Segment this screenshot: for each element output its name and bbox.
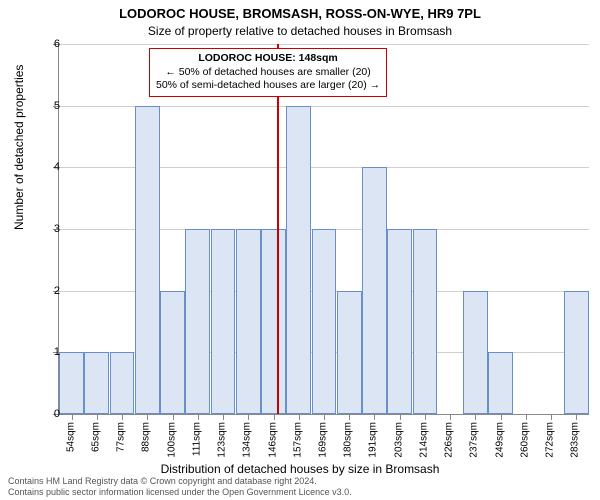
x-tick-label: 191sqm [368, 422, 379, 458]
x-tick-label: 134sqm [242, 422, 253, 458]
histogram-bar [286, 106, 311, 414]
histogram-bar [261, 229, 286, 414]
chart-subtitle: Size of property relative to detached ho… [0, 24, 600, 38]
x-tick [97, 414, 98, 420]
x-tick [147, 414, 148, 420]
footer: Contains HM Land Registry data © Crown c… [8, 476, 352, 498]
x-tick-label: 157sqm [292, 422, 303, 458]
histogram-bar [488, 352, 513, 414]
chart-title: LODOROC HOUSE, BROMSASH, ROSS-ON-WYE, HR… [0, 6, 600, 21]
x-tick-label: 237sqm [469, 422, 480, 458]
x-tick [551, 414, 552, 420]
x-tick-label: 123sqm [217, 422, 228, 458]
x-tick-label: 54sqm [65, 422, 76, 452]
x-tick [374, 414, 375, 420]
y-axis-label: Number of detached properties [12, 65, 26, 230]
annotation-line1: ← 50% of detached houses are smaller (20… [156, 66, 380, 80]
histogram-bar [387, 229, 412, 414]
x-tick-label: 226sqm [444, 422, 455, 458]
plot-area: LODOROC HOUSE: 148sqm ← 50% of detached … [58, 44, 589, 415]
x-tick [475, 414, 476, 420]
x-tick-label: 100sqm [166, 422, 177, 458]
x-tick [425, 414, 426, 420]
annotation-line2: 50% of semi-detached houses are larger (… [156, 79, 380, 93]
annotation-title: LODOROC HOUSE: 148sqm [156, 52, 380, 66]
marker-line [277, 44, 279, 414]
annotation-box: LODOROC HOUSE: 148sqm ← 50% of detached … [149, 48, 387, 97]
x-tick [450, 414, 451, 420]
x-tick-label: 169sqm [318, 422, 329, 458]
x-axis-label: Distribution of detached houses by size … [0, 462, 600, 476]
x-tick-label: 203sqm [393, 422, 404, 458]
histogram-bar [236, 229, 261, 414]
histogram-bar [312, 229, 337, 414]
x-tick [400, 414, 401, 420]
histogram-bar [59, 352, 84, 414]
x-tick [324, 414, 325, 420]
gridline [59, 44, 589, 45]
y-tick-label: 6 [54, 38, 60, 50]
x-tick [526, 414, 527, 420]
x-tick-label: 283sqm [570, 422, 581, 458]
histogram-bar [84, 352, 109, 414]
x-tick [248, 414, 249, 420]
x-tick-label: 77sqm [116, 422, 127, 452]
footer-line1: Contains HM Land Registry data © Crown c… [8, 476, 352, 487]
histogram-bar [463, 291, 488, 414]
y-tick-label: 4 [54, 161, 60, 173]
y-tick-label: 2 [54, 285, 60, 297]
x-tick [299, 414, 300, 420]
y-tick-label: 5 [54, 100, 60, 112]
x-tick-label: 88sqm [141, 422, 152, 452]
x-tick [122, 414, 123, 420]
x-tick-label: 146sqm [267, 422, 278, 458]
histogram-bar [135, 106, 160, 414]
x-tick-label: 260sqm [519, 422, 530, 458]
x-tick-label: 249sqm [494, 422, 505, 458]
histogram-bar [160, 291, 185, 414]
histogram-bar [413, 229, 438, 414]
x-tick-label: 214sqm [418, 422, 429, 458]
histogram-bar [362, 167, 387, 414]
x-tick [274, 414, 275, 420]
x-tick-label: 65sqm [90, 422, 101, 452]
histogram-bar [185, 229, 210, 414]
histogram-bar [337, 291, 362, 414]
x-tick-label: 111sqm [191, 422, 202, 456]
chart-container: LODOROC HOUSE, BROMSASH, ROSS-ON-WYE, HR… [0, 0, 600, 500]
y-tick-label: 3 [54, 223, 60, 235]
x-tick [198, 414, 199, 420]
x-tick-label: 180sqm [343, 422, 354, 458]
x-tick [349, 414, 350, 420]
x-tick [173, 414, 174, 420]
x-tick [223, 414, 224, 420]
x-tick [576, 414, 577, 420]
histogram-bar [110, 352, 135, 414]
y-tick-label: 0 [54, 408, 60, 420]
x-tick-label: 272sqm [545, 422, 556, 458]
x-tick [501, 414, 502, 420]
histogram-bar [564, 291, 589, 414]
footer-line2: Contains public sector information licen… [8, 487, 352, 498]
x-tick [72, 414, 73, 420]
y-tick-label: 1 [54, 346, 60, 358]
histogram-bar [211, 229, 236, 414]
